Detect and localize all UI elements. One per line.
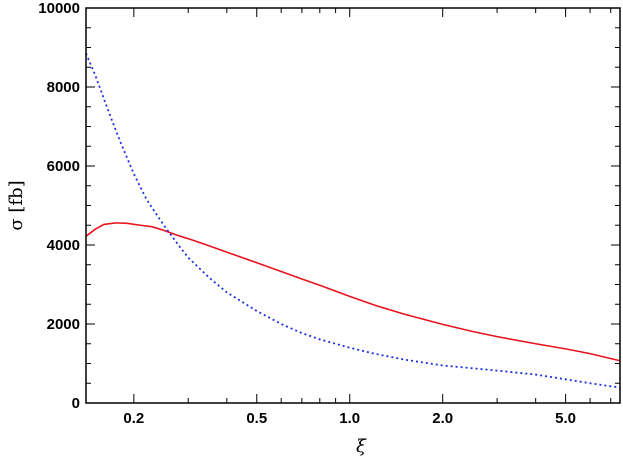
y-axis-label: σ [fb] — [6, 180, 27, 230]
y-tick-label: 6000 — [47, 158, 80, 175]
x-tick-label: 5.0 — [555, 410, 576, 427]
series-layer — [85, 53, 621, 389]
ticks-layer — [86, 7, 620, 404]
y-tick-label: 4000 — [47, 237, 80, 254]
x-axis-label: ξ — [356, 436, 367, 457]
y-tick-label: 10000 — [38, 0, 80, 17]
plot-frame — [85, 7, 621, 404]
x-tick-label: 2.0 — [432, 410, 453, 427]
x-tick-label: 1.0 — [339, 410, 360, 427]
x-tick-label: 0.2 — [123, 410, 144, 427]
series-line-2 — [85, 53, 621, 389]
y-tick-label: 8000 — [47, 79, 80, 96]
labels-layer: 0 2000 4000 6000 8000 10000 0.2 0.5 1.0 2.0 5.0 — [38, 0, 576, 427]
series-line-1 — [85, 222, 621, 362]
y-tick-label: 0 — [72, 395, 80, 412]
y-tick-label: 2000 — [47, 316, 80, 333]
x-tick-label: 0.5 — [246, 410, 267, 427]
